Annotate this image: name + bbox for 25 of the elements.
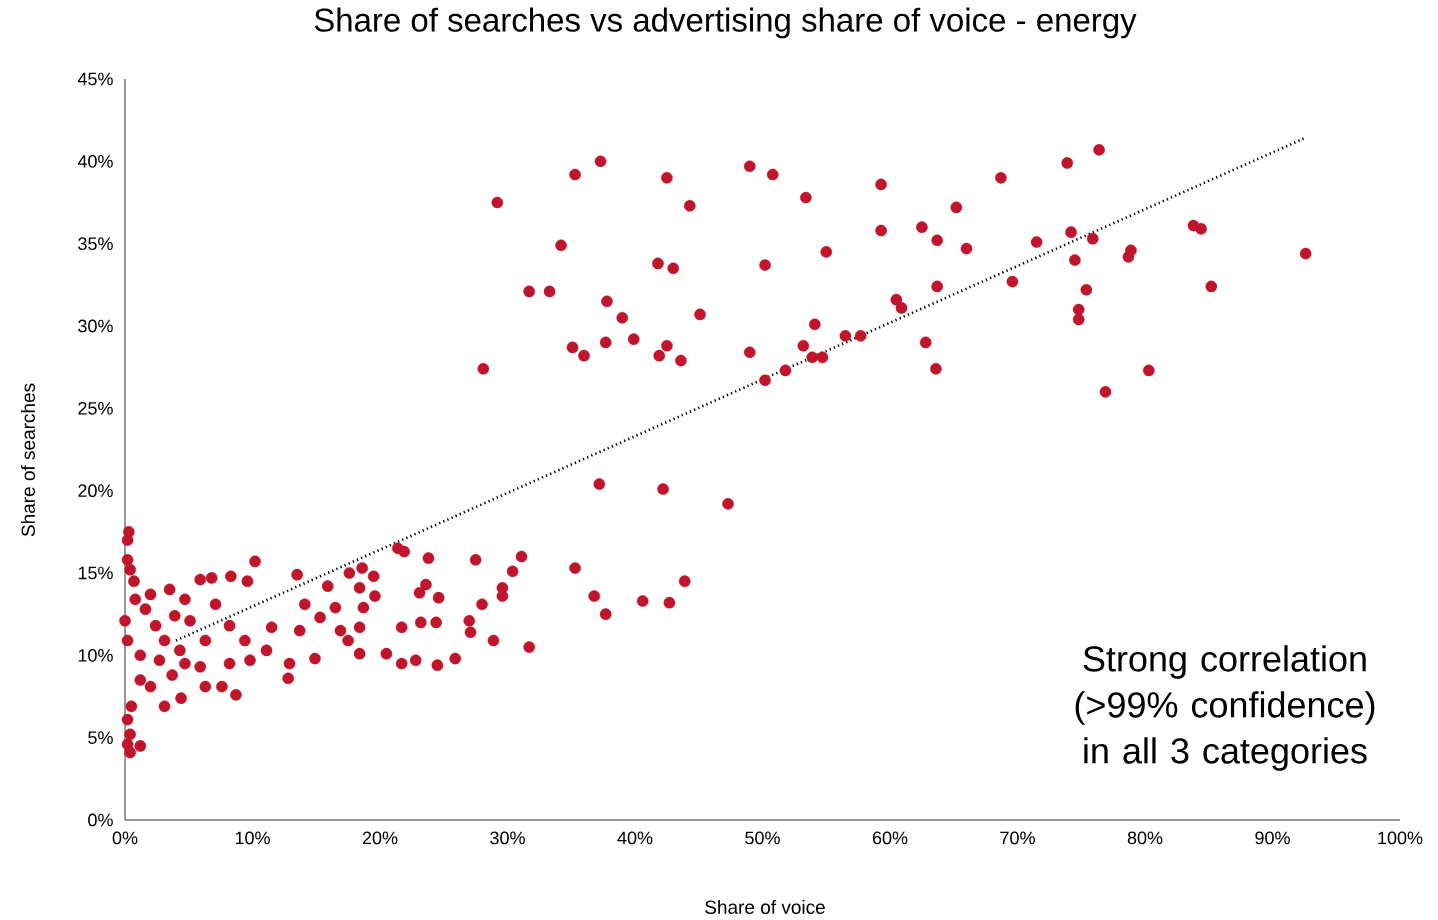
x-tick-label: 40% <box>617 831 653 845</box>
chart-title: Share of searches vs advertising share of voice - energy <box>314 7 1137 39</box>
x-tick-label: 30% <box>490 831 525 845</box>
y-tick-label: 0% <box>88 813 113 827</box>
y-axis-title: Share of searches <box>21 383 35 537</box>
annotation: Strong correlation (>99% confidence) in all 3 categories <box>1075 645 1375 771</box>
y-tick-label: 30% <box>78 319 113 333</box>
y-tick-label: 35% <box>78 237 113 251</box>
y-tick-label: 45% <box>77 72 113 86</box>
y-tick-label: 5% <box>88 731 113 744</box>
y-tick-label: 10% <box>78 648 113 662</box>
x-tick-label: 80% <box>1127 831 1163 845</box>
x-tick-label: 100% <box>1378 831 1423 845</box>
x-tick-label: 70% <box>1000 831 1035 845</box>
x-tick-label: 90% <box>1255 831 1290 845</box>
y-tick-label: 15% <box>78 566 113 580</box>
y-tick-label: 40% <box>77 154 113 168</box>
x-tick-label: 50% <box>745 831 780 845</box>
x-tick-label: 20% <box>362 831 398 845</box>
y-tick-label: 25% <box>78 401 113 415</box>
x-tick-label: 0% <box>112 831 138 845</box>
x-tick-label: 10% <box>235 831 270 845</box>
x-axis-title: Share of voice <box>705 900 825 914</box>
x-tick-label: 60% <box>872 831 908 845</box>
y-tick-label: 20% <box>78 484 113 498</box>
